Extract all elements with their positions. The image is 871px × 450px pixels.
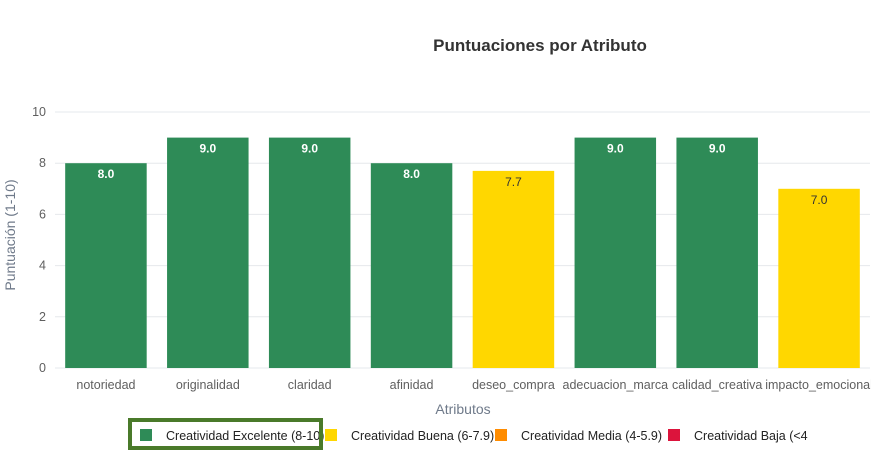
bar[interactable]: [676, 137, 758, 368]
y-tick-label: 2: [39, 310, 46, 324]
x-axis-title: Atributos: [435, 401, 490, 417]
y-tick-label: 10: [32, 105, 46, 119]
legend-highlight-box: [128, 418, 323, 450]
bar-value-label: 9.0: [709, 142, 726, 156]
chart-title: Puntuaciones por Atributo: [433, 36, 647, 55]
x-tick-label: adecuacion_marca: [563, 378, 669, 392]
legend-swatch[interactable]: [668, 429, 680, 441]
bar[interactable]: [778, 188, 860, 368]
x-tick-label: calidad_creativa: [672, 378, 762, 392]
legend-label[interactable]: Creatividad Excelente (8-10): [166, 429, 324, 443]
y-tick-label: 0: [39, 361, 46, 375]
bar-value-label: 8.0: [98, 167, 115, 181]
bar[interactable]: [472, 170, 555, 368]
y-axis-title: Puntuación (1-10): [2, 179, 18, 290]
legend-swatch[interactable]: [140, 429, 152, 441]
y-axis-ticks: 0 2 4 6 8 10: [32, 105, 46, 375]
x-tick-label: notoriedad: [76, 378, 135, 392]
bars: 8.0 9.0 9.0 8.0 7.7 9.0 9.0 7.0: [65, 137, 860, 368]
x-axis-ticks: notoriedad originalidad claridad afinidad de…: [76, 378, 871, 392]
bar[interactable]: [65, 163, 147, 368]
y-tick-label: 6: [39, 207, 46, 221]
bar[interactable]: [574, 137, 657, 368]
y-tick-label: 8: [39, 156, 46, 170]
legend-label[interactable]: Creatividad Media (4-5.9): [521, 429, 662, 443]
x-tick-label: claridad: [288, 378, 332, 392]
legend-swatch[interactable]: [495, 429, 507, 441]
legend-swatch[interactable]: [325, 429, 337, 441]
bar[interactable]: [268, 137, 351, 368]
y-tick-label: 4: [39, 259, 46, 273]
x-tick-label: impacto_emocional: [765, 378, 871, 392]
legend: Creatividad Excelente (8-10) Creatividad …: [128, 418, 808, 450]
bar[interactable]: [167, 137, 249, 368]
bar[interactable]: [370, 163, 453, 368]
bar-value-label: 7.0: [811, 193, 828, 207]
legend-label[interactable]: Creatividad Buena (6-7.9): [351, 429, 494, 443]
bar-value-label: 9.0: [301, 142, 318, 156]
bar-value-label: 9.0: [199, 142, 216, 156]
bar-value-label: 8.0: [403, 167, 420, 181]
legend-label[interactable]: Creatividad Baja (<4: [694, 429, 808, 443]
x-tick-label: deseo_compra: [472, 378, 555, 392]
bar-value-label: 7.7: [505, 175, 522, 189]
x-tick-label: afinidad: [390, 378, 434, 392]
x-tick-label: originalidad: [176, 378, 240, 392]
bar-value-label: 9.0: [607, 142, 624, 156]
